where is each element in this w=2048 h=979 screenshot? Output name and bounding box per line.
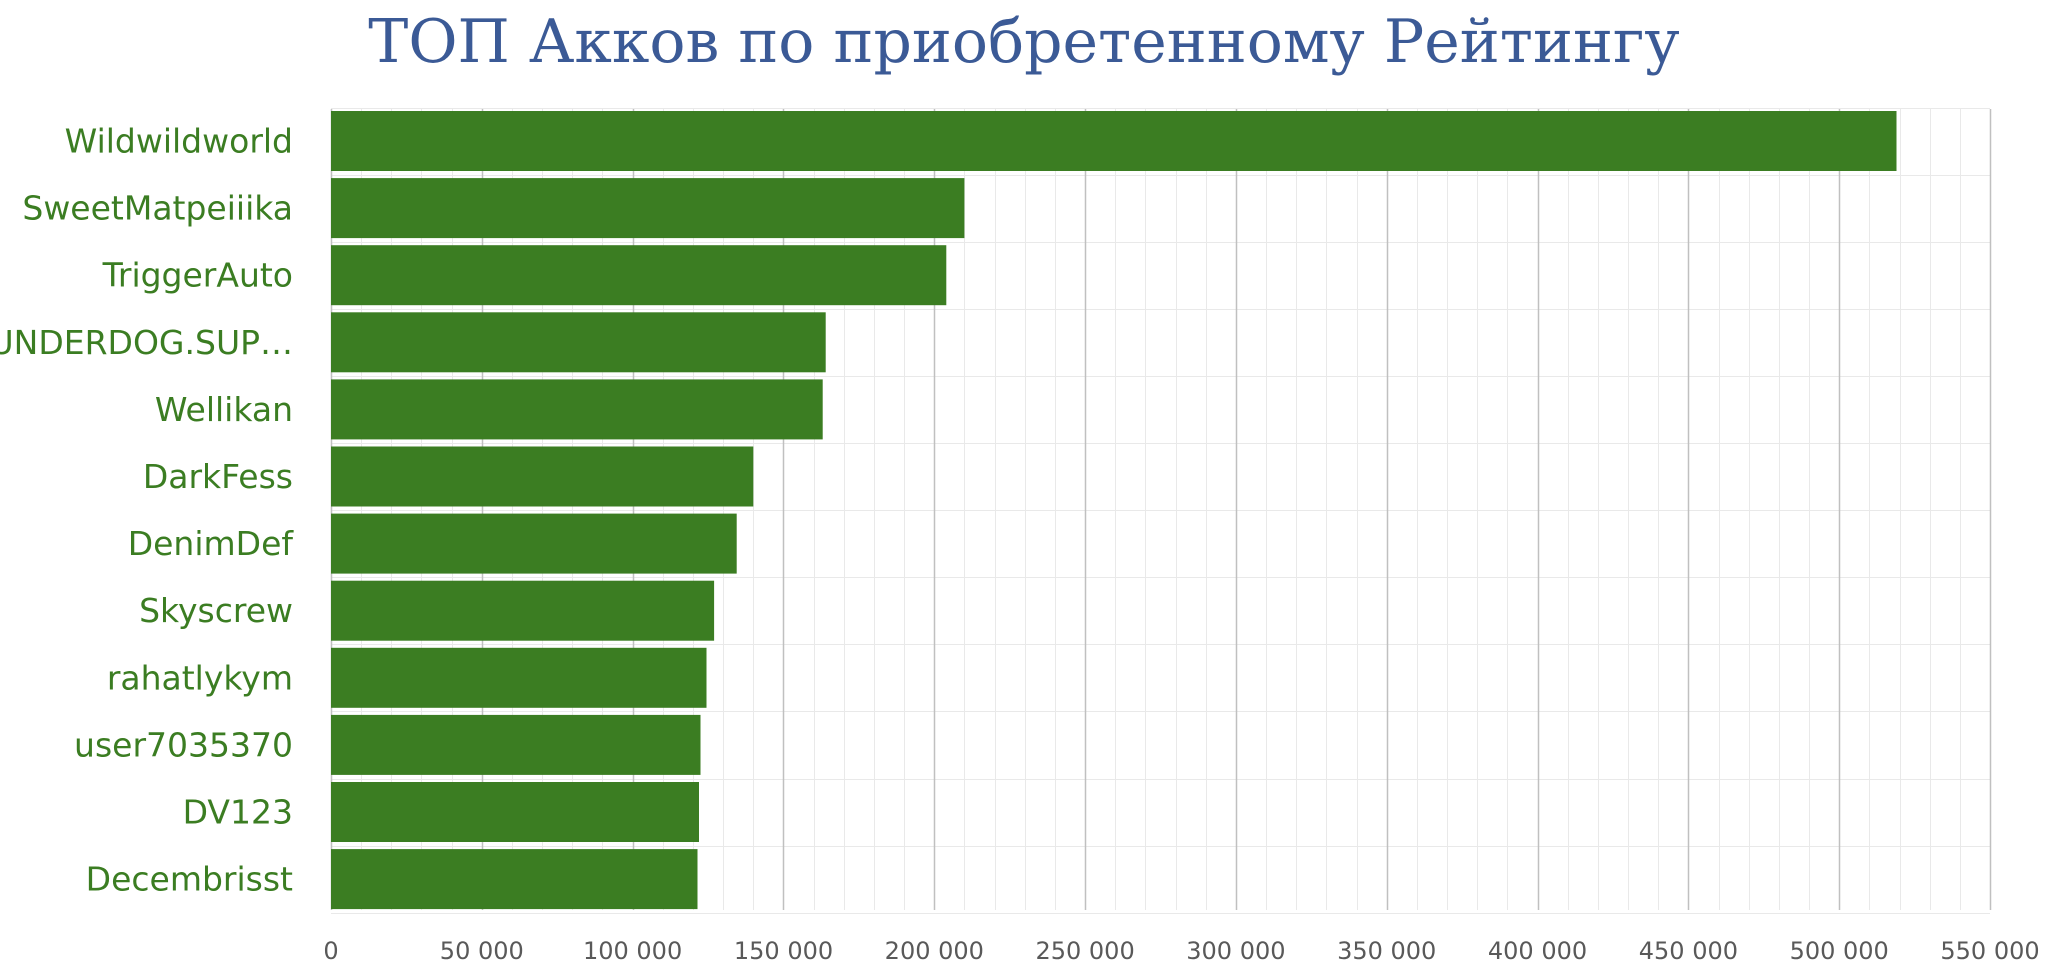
bar xyxy=(331,513,737,574)
category-label: DV123 xyxy=(183,793,293,832)
x-tick-label: 100 000 xyxy=(583,937,682,965)
grid-layer xyxy=(330,108,1992,914)
category-label: user7035370 xyxy=(74,725,293,764)
x-tick-label: 500 000 xyxy=(1790,937,1889,965)
x-tick-label: 350 000 xyxy=(1337,937,1436,965)
bar xyxy=(331,178,965,239)
x-tick-label: 150 000 xyxy=(734,937,833,965)
bar xyxy=(331,379,823,440)
category-label: Wildwildworld xyxy=(65,122,293,161)
category-label: TriggerAuto xyxy=(102,256,293,295)
category-label: Wellikan xyxy=(155,390,293,429)
chart-title: ТОП Акков по приобретенному Рейтингу xyxy=(368,7,1680,77)
bar xyxy=(331,312,826,373)
bar xyxy=(331,782,699,842)
category-label: UNDERDOG.SUP… xyxy=(0,323,293,362)
bar xyxy=(331,245,947,306)
bar xyxy=(331,111,1897,171)
bar xyxy=(331,714,701,775)
bar-layer xyxy=(331,111,1897,910)
x-tick-label: 300 000 xyxy=(1186,937,1285,965)
x-tick-label: 200 000 xyxy=(885,937,984,965)
category-label: rahatlykym xyxy=(107,658,293,697)
bar xyxy=(331,647,707,708)
bar xyxy=(331,580,715,641)
x-tick-label: 0 xyxy=(323,937,338,965)
x-tick-labels: 0 50 000 100 000 150 000 200 000 250 000 300 0… xyxy=(323,937,2039,965)
x-tick-label: 50 000 xyxy=(440,937,524,965)
category-label: SweetMatpeiiika xyxy=(22,189,293,228)
category-label: Skyscrew xyxy=(139,591,293,630)
x-tick-label: 450 000 xyxy=(1639,937,1738,965)
category-label: DarkFess xyxy=(143,457,293,496)
x-tick-label: 550 000 xyxy=(1940,937,2039,965)
category-label: DenimDef xyxy=(128,524,295,563)
category-label: Decembrisst xyxy=(86,860,293,899)
category-labels: Wildwildworld SweetMatpeiiika TriggerAuto U… xyxy=(0,122,294,899)
x-tick-label: 250 000 xyxy=(1035,937,1134,965)
bar xyxy=(331,446,754,507)
bar xyxy=(331,849,698,910)
x-tick-label: 400 000 xyxy=(1488,937,1587,965)
